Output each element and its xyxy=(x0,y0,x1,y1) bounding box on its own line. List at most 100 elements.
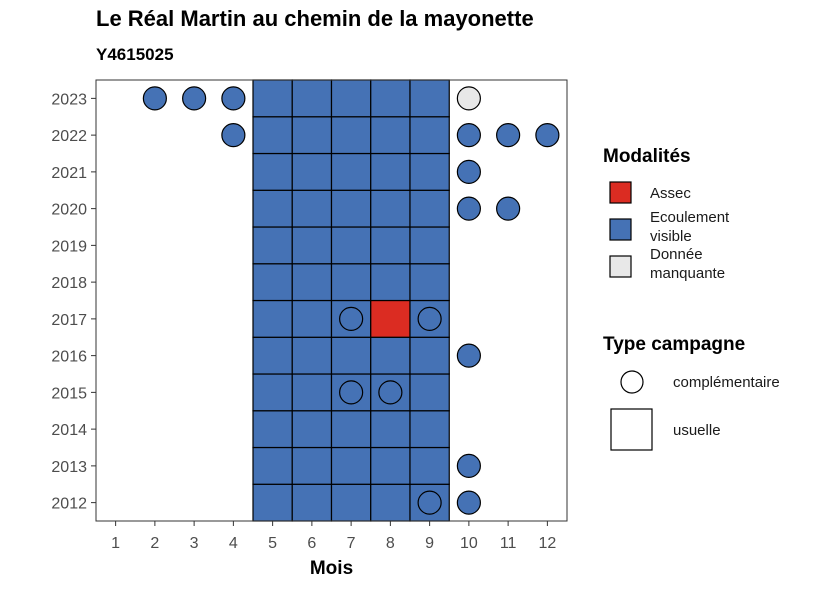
legend-key-complementaire xyxy=(620,370,644,394)
y-tick-label: 2013 xyxy=(51,459,87,476)
tile-2015-6 xyxy=(291,373,333,412)
point-2012-9 xyxy=(417,490,442,515)
point-2013-10 xyxy=(456,453,481,478)
tile-2018-8 xyxy=(370,263,411,302)
tile-2017-6 xyxy=(291,299,333,338)
y-tick-label: 2021 xyxy=(51,165,87,182)
tile-2022-6 xyxy=(291,116,333,155)
x-tick-label: 2 xyxy=(150,535,159,552)
x-tick-label: 3 xyxy=(190,535,199,552)
tile-2021-7 xyxy=(330,152,372,191)
y-tick-label: 2015 xyxy=(51,385,87,402)
tile-2013-5 xyxy=(252,446,293,485)
x-tick-label: 6 xyxy=(307,535,316,552)
legend-title-type-campagne: Type campagne xyxy=(603,334,745,355)
x-tick-label: 7 xyxy=(347,535,356,552)
tile-2016-9 xyxy=(409,336,450,375)
y-tick-label: 2017 xyxy=(51,312,87,329)
tile-2022-7 xyxy=(330,116,372,155)
x-tick-label: 8 xyxy=(386,535,395,552)
point-2022-10 xyxy=(456,123,481,148)
point-layer xyxy=(142,86,560,515)
point-2023-10 xyxy=(456,86,481,111)
tile-2014-7 xyxy=(330,410,372,449)
tile-2012-6 xyxy=(291,483,333,522)
point-2023-3 xyxy=(182,86,207,111)
point-2017-7 xyxy=(339,306,364,331)
tile-2020-7 xyxy=(330,189,372,228)
tile-2017-5 xyxy=(252,299,293,338)
legend-key-manquante xyxy=(609,255,632,278)
tile-2018-5 xyxy=(252,263,293,302)
y-tick-label: 2018 xyxy=(51,275,87,292)
tile-2019-9 xyxy=(409,226,450,265)
x-tick-label: 1 xyxy=(111,535,120,552)
x-axis-title: Mois xyxy=(310,558,353,579)
tile-2013-7 xyxy=(330,446,372,485)
tile-2021-8 xyxy=(370,152,411,191)
tile-2023-8 xyxy=(370,79,411,118)
tile-2023-7 xyxy=(330,79,372,118)
point-2016-10 xyxy=(456,343,481,368)
point-2022-11 xyxy=(496,123,521,148)
point-2023-2 xyxy=(142,86,167,111)
legend-label-assec: Assec xyxy=(650,185,691,202)
tile-2020-9 xyxy=(409,189,450,228)
point-2020-10 xyxy=(456,196,481,221)
tile-2016-8 xyxy=(370,336,411,375)
y-tick-label: 2014 xyxy=(51,422,87,439)
tile-layer xyxy=(252,79,450,522)
point-2012-10 xyxy=(456,490,481,515)
tile-2019-7 xyxy=(330,226,372,265)
x-tick-label: 12 xyxy=(538,535,556,552)
tile-2014-8 xyxy=(370,410,411,449)
tile-2013-6 xyxy=(291,446,333,485)
x-tick-label: 4 xyxy=(229,535,238,552)
chart-subtitle: Y4615025 xyxy=(96,45,174,64)
tile-2019-6 xyxy=(291,226,333,265)
x-tick-label: 11 xyxy=(500,535,517,552)
point-2021-10 xyxy=(456,159,481,184)
tile-2020-6 xyxy=(291,189,333,228)
tile-2012-5 xyxy=(252,483,293,522)
y-tick-label: 2022 xyxy=(51,128,87,145)
tile-2016-6 xyxy=(291,336,333,375)
tile-2020-5 xyxy=(252,189,293,228)
tile-2021-5 xyxy=(252,152,293,191)
tile-2014-9 xyxy=(409,410,450,449)
y-tick-label: 2023 xyxy=(51,91,87,108)
point-2022-12 xyxy=(535,123,560,148)
tile-2023-9 xyxy=(409,79,450,118)
tile-2012-8 xyxy=(370,483,411,522)
x-tick-label: 9 xyxy=(425,535,434,552)
tile-2022-5 xyxy=(252,116,293,155)
y-tick-label: 2012 xyxy=(51,496,87,513)
legend-label-ecoulement: Ecoulement visible xyxy=(650,209,730,245)
legend-key-assec xyxy=(609,181,632,204)
y-tick-label: 2019 xyxy=(51,238,87,255)
legend-label-usuelle: usuelle xyxy=(673,422,721,439)
plot-border xyxy=(95,79,568,522)
tile-2019-5 xyxy=(252,226,293,265)
tile-2022-8 xyxy=(370,116,411,155)
point-2015-7 xyxy=(339,380,364,405)
tile-2023-6 xyxy=(291,79,333,118)
point-2020-11 xyxy=(496,196,521,221)
legend-label-complementaire: complémentaire xyxy=(673,374,780,391)
point-2015-8 xyxy=(378,380,403,405)
x-tick-label: 10 xyxy=(460,535,478,552)
tile-2019-8 xyxy=(370,226,411,265)
tile-2013-8 xyxy=(370,446,411,485)
tile-2018-9 xyxy=(409,263,450,302)
y-tick-label: 2016 xyxy=(51,349,87,366)
tile-2023-5 xyxy=(252,79,293,118)
point-2022-4 xyxy=(221,123,246,148)
legend-label-manquante: Donnée manquante xyxy=(650,246,725,282)
tile-2022-9 xyxy=(409,116,450,155)
tile-2016-7 xyxy=(330,336,372,375)
legend-key-ecoulement xyxy=(609,218,632,241)
tile-2017-8 xyxy=(370,299,411,338)
tile-2021-6 xyxy=(291,152,333,191)
